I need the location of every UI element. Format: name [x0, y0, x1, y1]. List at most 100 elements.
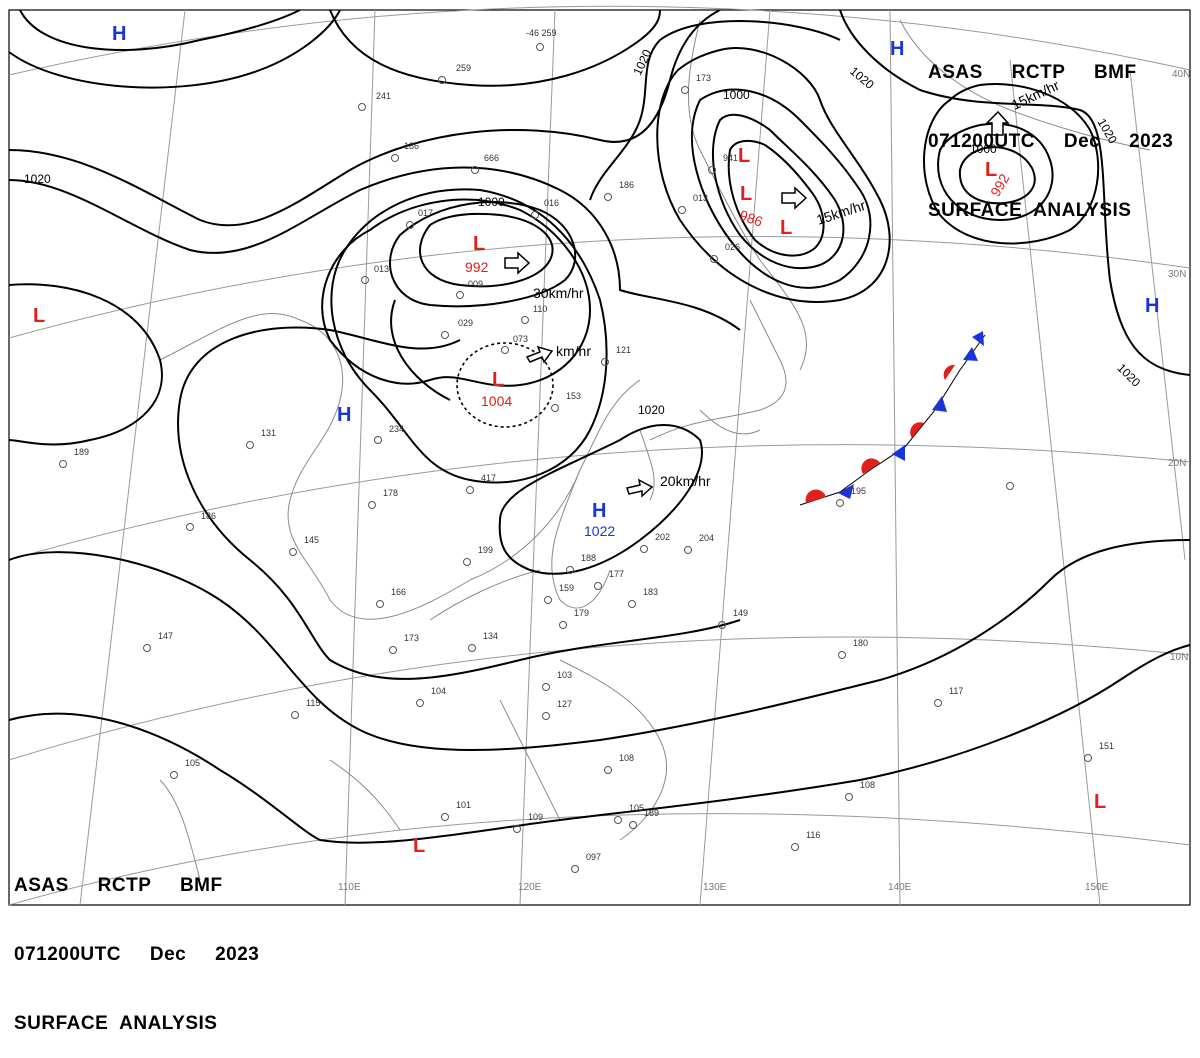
motion-arrow-icon — [626, 478, 654, 498]
station-pressure-value: 186 — [619, 180, 634, 190]
high-pressure-marker: H — [592, 500, 606, 522]
motion-arrow-icon — [985, 110, 1010, 136]
station-pressure-value: 108 — [619, 753, 634, 763]
front-warm-semicircle — [805, 489, 826, 503]
low-pressure-marker: L — [985, 159, 997, 181]
latitude-label: 30N — [1168, 269, 1186, 280]
motion-arrow-icon — [504, 251, 531, 275]
motion-speed-label: 20km/hr — [660, 473, 711, 489]
isobar-label: 1000 — [723, 88, 750, 102]
station-pressure-value: 145 — [304, 535, 319, 545]
title-line-3: SURFACE ANALYSIS — [14, 1013, 218, 1034]
station-pressure-value: 417 — [481, 473, 496, 483]
station-pressure-value: 186 — [201, 511, 216, 521]
isobar-label: 1020 — [638, 403, 665, 417]
station-pressure-value: 234 — [389, 424, 404, 434]
station-pressure-value: 178 — [383, 488, 398, 498]
station-pressure-value: 073 — [513, 334, 528, 344]
motion-speed-label: 15km/hr — [814, 197, 867, 228]
latitude-label: 10N — [1170, 652, 1188, 663]
station-pressure-value: 153 — [566, 391, 581, 401]
station-pressure-value: 121 — [616, 345, 631, 355]
station-pressure-value: 186 — [404, 141, 419, 151]
station-pressure-value: 202 — [655, 532, 670, 542]
station-pressure-value: 188 — [581, 553, 596, 563]
title-block-bottom: ASAS RCTP BMF 071200UTC Dec 2023 SURFACE… — [14, 828, 259, 1058]
station-pressure-value: 131 — [261, 428, 276, 438]
station-pressure-value: 105 — [185, 758, 200, 768]
front-cold-triangle — [892, 445, 905, 461]
station-pressure-value: 147 — [158, 631, 173, 641]
longitude-label: 130E — [703, 882, 727, 893]
station-pressure-value: 149 — [733, 608, 748, 618]
motion-arrow-icon — [781, 186, 808, 210]
trough-dotted-circle — [456, 342, 554, 428]
map-frame — [8, 9, 1191, 906]
station-pressure-value: 173 — [696, 73, 711, 83]
station-pressure-value: 259 — [456, 63, 471, 73]
station-pressure-value: 241 — [376, 91, 391, 101]
low-pressure-value: 992 — [465, 259, 489, 275]
station-pressure-value: 029 — [458, 318, 473, 328]
high-pressure-marker: H — [890, 38, 904, 60]
station-pressure-value: 941 — [723, 153, 738, 163]
low-pressure-marker: L — [33, 305, 45, 327]
station-pressure-value: 013 — [693, 193, 708, 203]
station-markers — [59, 43, 1092, 873]
stationary-front — [799, 331, 986, 506]
title-line-2: 071200UTC Dec 2023 — [14, 944, 260, 965]
low-pressure-marker: L — [738, 145, 750, 167]
station-pressure-value: 116 — [806, 830, 820, 840]
station-pressure-value: 127 — [557, 699, 572, 709]
title-line-1: ASAS RCTP BMF — [928, 62, 1137, 83]
low-pressure-marker: L — [473, 233, 485, 255]
front-warm-semicircle — [943, 364, 955, 380]
longitude-label: 140E — [888, 882, 912, 893]
high-pressure-marker: H — [1145, 295, 1159, 317]
station-pressure-value: 151 — [1099, 741, 1114, 751]
low-pressure-marker: L — [1094, 791, 1106, 813]
station-pressure-value: 180 — [853, 638, 868, 648]
station-pressure-value: 026 — [725, 242, 740, 252]
title-block-top: ASAS RCTP BMF 071200UTC Dec 2023 SURFACE… — [928, 15, 1173, 245]
station-pressure-value: 173 — [404, 633, 419, 643]
front-cold-triangle — [963, 347, 978, 361]
title-line-1: ASAS RCTP BMF — [14, 875, 223, 896]
isobars — [8, 9, 1191, 844]
motion-arrow-icon — [525, 345, 554, 364]
station-pressure-value: 017 — [418, 208, 433, 218]
motion-speed-label: km/hr — [556, 343, 591, 359]
latitude-label: 40N — [1172, 69, 1190, 80]
station-pressure-value: 108 — [860, 780, 875, 790]
low-pressure-value: 1004 — [481, 393, 512, 409]
longitude-label: 150E — [1085, 882, 1109, 893]
station-pressure-value: 016 — [544, 198, 559, 208]
station-pressure-value: 104 — [431, 686, 446, 696]
station-pressure-value: 109 — [528, 812, 543, 822]
high-pressure-marker: H — [337, 404, 351, 426]
low-pressure-marker: L — [413, 835, 425, 857]
station-pressure-value: 199 — [478, 545, 493, 555]
station-pressure-value: 189 — [74, 447, 89, 457]
title-line-3: SURFACE ANALYSIS — [928, 200, 1132, 221]
station-pressure-value: 166 — [391, 587, 406, 597]
front-cold-triangle — [972, 331, 984, 346]
isobar-label: 1020 — [847, 64, 877, 92]
station-pressure-value: 101 — [456, 800, 471, 810]
movement-arrows — [504, 110, 1010, 498]
front-cold-triangle — [838, 484, 854, 499]
station-pressure-value: 195 — [851, 486, 866, 496]
weather-map: 40N 30N 20N 10N 110E 120E 130E 140E 150E… — [8, 5, 1191, 906]
station-pressure-value: 009 — [468, 279, 483, 289]
latitude-graticule — [8, 5, 1191, 906]
low-pressure-marker: L — [740, 183, 752, 205]
station-pressure-value: 013 — [374, 264, 389, 274]
motion-speed-label: 30km/hr — [533, 285, 584, 301]
station-pressure-value: 117 — [949, 686, 963, 696]
isobar-label: 1020 — [1114, 361, 1143, 390]
station-pressure-value: 134 — [483, 631, 498, 641]
high-pressure-value: 1022 — [584, 523, 615, 539]
longitude-label: 110E — [338, 882, 361, 893]
station-pressure-value: 177 — [609, 569, 624, 579]
low-pressure-value: 986 — [737, 207, 765, 230]
